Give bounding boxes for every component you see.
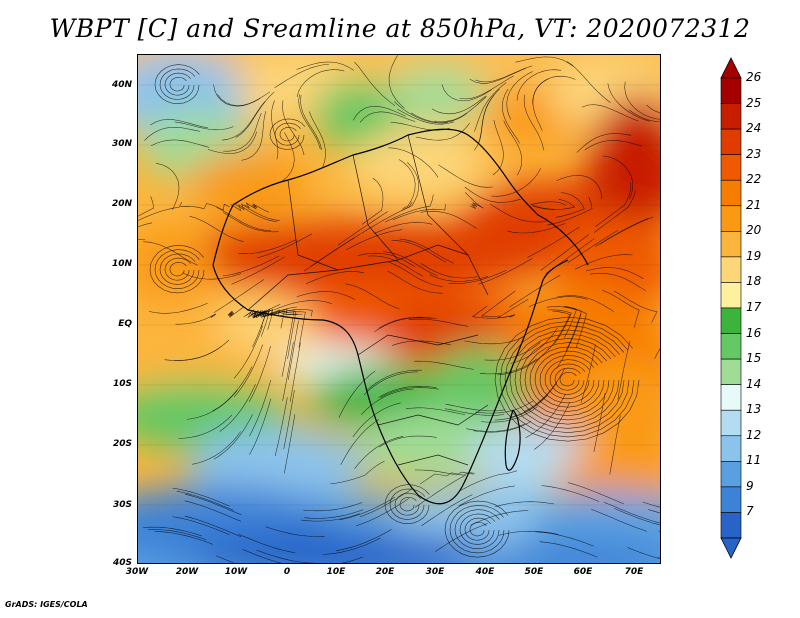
lat-label-20n: 20N [111,199,132,209]
colorbar-segment [720,205,742,232]
colorbar-segment [720,384,742,411]
lat-label-40n: 40N [111,80,132,90]
colorbar-label: 18 [746,274,762,289]
colorbar-segment [720,231,742,258]
colorbar-segment [720,461,742,488]
colorbar-label: 22 [746,172,762,187]
lat-label-10n: 10N [111,259,132,269]
credit-text: GrADS: IGES/COLA [5,600,88,609]
colorbar-label: 25 [746,95,762,110]
colorbar-label: 14 [746,376,762,391]
colorbar-label: 23 [746,146,762,161]
lat-label-30n: 30N [111,139,132,149]
colorbar-segment [720,128,742,155]
colorbar-bottom-arrow [720,537,742,559]
colorbar-label: 19 [746,248,762,263]
gridlines [138,84,660,506]
lon-label-20e: 20E [375,567,395,577]
colorbar-label: 9 [746,478,754,493]
colorbar-segment [720,282,742,309]
colorbar-top-arrow [720,57,742,79]
colorbar-label: 16 [746,325,762,340]
colorbar-segment [720,435,742,462]
lat-label-30s: 30S [112,500,132,510]
colorbar-segment [720,103,742,130]
lat-label-eq: EQ [118,319,132,329]
colorbar-segment [720,333,742,360]
temperature-field [138,55,660,563]
colorbar-label: 24 [746,121,762,136]
colorbar-segment [720,486,742,513]
colorbar-label: 13 [746,402,762,417]
lon-label-30w: 30W [125,567,149,577]
lon-label-60e: 60E [573,567,593,577]
colorbar-label: 26 [746,70,762,84]
lon-label-70e: 70E [624,567,644,577]
chart-title: WBPT [C] and Sreamline at 850hPa, VT: 20… [49,14,751,43]
wbpt-streamline-map [138,55,660,563]
colorbar-segment [720,512,742,539]
lat-label-10s: 10S [112,379,132,389]
colorbar-label: 21 [746,197,762,212]
coastlines [212,128,589,505]
colorbar-label: 20 [746,223,762,238]
colorbar-segment [720,77,742,104]
colorbar-label: 11 [746,453,762,468]
colorbar-segment [720,256,742,283]
colorbar-segment [720,179,742,207]
colorbar-segment [720,409,742,437]
colorbar-label: 15 [746,351,762,366]
colorbar-label: 17 [746,300,762,314]
colorbar-segment [720,154,742,181]
lat-label-40s: 40S [112,558,132,568]
map-panel [137,54,661,564]
lon-label-10w: 10W [224,567,248,577]
lon-label-40e: 40E [475,567,495,577]
lon-label-20w: 20W [175,567,199,577]
lon-label-10e: 10E [326,567,346,577]
streamlines [138,55,660,563]
colorbar-label: 7 [746,504,754,519]
colorbar-segment [720,358,742,385]
lon-label-0: 0 [283,567,291,577]
country-borders [247,134,489,466]
lon-label-50e: 50E [524,567,544,577]
lat-label-20s: 20S [112,439,132,449]
colorbar-label: 12 [746,427,762,442]
colorbar-segment [720,307,742,334]
lon-label-30e: 30E [425,567,445,577]
colorbar [720,57,742,559]
